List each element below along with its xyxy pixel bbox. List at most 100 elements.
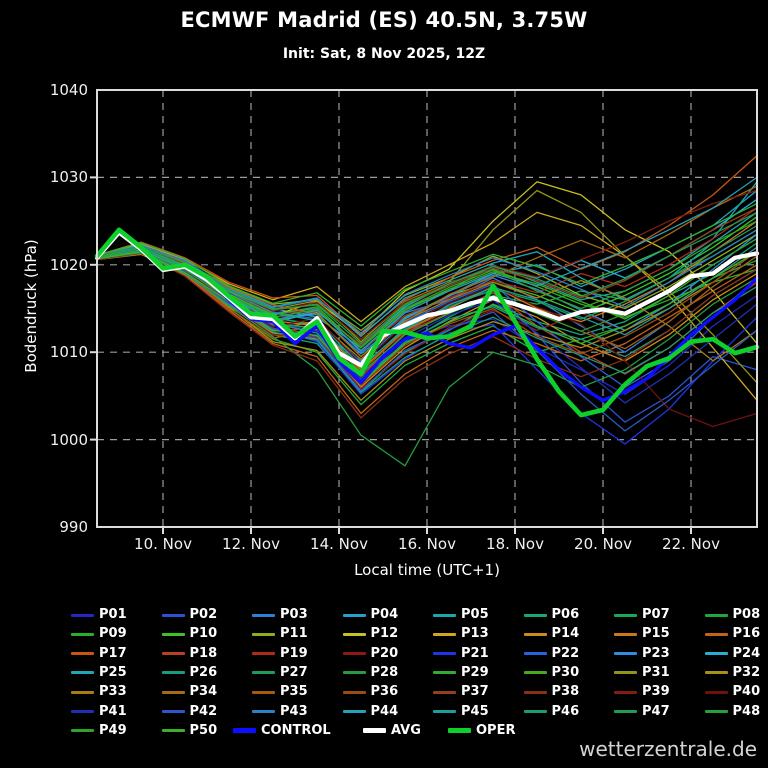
x-axis-label: Local time (UTC+1) [354, 561, 500, 579]
y-tick-label: 1020 [49, 255, 88, 274]
page-title: ECMWF Madrid (ES) 40.5N, 3.75W [180, 8, 588, 32]
legend-item: P36 [342, 684, 399, 700]
legend-swatch [433, 652, 456, 656]
legend-label: P37 [461, 684, 489, 700]
legend-item: P25 [71, 664, 127, 680]
legend-label: P36 [370, 684, 399, 700]
legend-item: P45 [433, 704, 489, 719]
series-P16 [96, 252, 758, 415]
legend-swatch [433, 710, 456, 713]
legend-label: P26 [189, 664, 218, 680]
init-subtitle: Init: Sat, 8 Nov 2025, 12Z [282, 46, 486, 62]
legend-swatch [614, 710, 637, 713]
legend-swatch [252, 632, 275, 636]
legend-swatch [252, 710, 275, 713]
legend-item: P34 [161, 685, 217, 699]
legend-item: P44 [342, 704, 398, 719]
legend-swatch [523, 690, 547, 694]
legend-swatch [71, 671, 94, 675]
legend-label: P04 [370, 607, 399, 622]
legend-swatch [614, 690, 637, 694]
legend-swatch [161, 729, 185, 733]
legend-label: P08 [732, 607, 761, 622]
legend-item: P23 [614, 646, 670, 661]
legend-swatch [252, 652, 275, 656]
legend-label: P06 [551, 607, 580, 622]
legend-item: P24 [704, 645, 761, 661]
legend-swatch [71, 632, 94, 636]
legend-label: P46 [551, 703, 580, 719]
y-tick-label: 990 [59, 518, 88, 536]
legend-label: P43 [280, 703, 308, 719]
legend-item: P49 [71, 722, 127, 738]
legend-item: P48 [704, 704, 760, 719]
legend-item: P29 [433, 665, 489, 680]
legend-swatch [342, 652, 366, 656]
legend-label: P03 [280, 607, 308, 622]
legend-item: AVG [363, 722, 421, 738]
legend-item: P37 [433, 685, 489, 699]
legend-swatch [161, 690, 185, 694]
legend-swatch [614, 671, 637, 675]
legend-swatch [342, 690, 366, 694]
legend-label: P28 [370, 664, 399, 680]
x-tick-label: 18. Nov [486, 535, 544, 553]
legend-item: P14 [523, 627, 579, 641]
legend-swatch [161, 710, 185, 713]
legend-swatch [71, 690, 94, 694]
legend-item: P17 [71, 646, 127, 661]
legend-item: P03 [252, 608, 308, 622]
legend-item: P47 [614, 704, 670, 719]
series-P46 [96, 251, 758, 394]
legend-swatch [252, 690, 275, 694]
legend-item: P15 [614, 627, 670, 641]
legend-swatch [523, 652, 547, 656]
y-tick-label: 1010 [49, 343, 88, 362]
legend-swatch [71, 613, 94, 617]
legend-swatch [523, 671, 547, 675]
legend-label: P40 [732, 684, 761, 700]
legend-item: P16 [704, 627, 760, 641]
legend-item: P01 [71, 608, 127, 622]
legend-label: P41 [99, 703, 127, 719]
legend-label: P21 [461, 645, 489, 661]
legend-swatch [523, 613, 547, 617]
legend-label: P39 [642, 684, 670, 700]
legend-label: P20 [370, 645, 399, 661]
legend-swatch [448, 728, 471, 734]
legend-label: P19 [280, 645, 308, 661]
legend-swatch [71, 729, 94, 733]
x-tick-label: 22. Nov [662, 535, 720, 553]
legend-swatch [161, 613, 185, 617]
legend-item: P33 [71, 685, 127, 699]
legend-swatch [342, 671, 366, 675]
legend-label: AVG [391, 722, 421, 738]
legend-swatch [161, 671, 185, 675]
series-P38 [96, 252, 758, 419]
legend-item: P11 [252, 627, 308, 641]
legend-label: P49 [99, 722, 127, 738]
legend-item: OPER [448, 723, 515, 738]
legend-item: P19 [252, 645, 308, 661]
legend-swatch [704, 671, 728, 675]
y-tick-label: 1000 [49, 430, 88, 449]
legend-label: P10 [189, 626, 218, 642]
legend-swatch [704, 613, 728, 617]
x-tick-label: 20. Nov [574, 535, 632, 553]
y-axis-label: Bodendruck (hPa) [22, 239, 40, 373]
legend-swatch [342, 632, 366, 636]
legend-item: P21 [433, 645, 489, 661]
legend-swatch [342, 613, 366, 617]
legend-label: P24 [732, 645, 761, 661]
legend-swatch [233, 728, 256, 734]
legend-swatch [614, 632, 637, 636]
legend-label: P09 [99, 626, 127, 642]
legend-item: P41 [71, 703, 127, 719]
legend-item: P09 [71, 627, 127, 641]
legend-label: P25 [99, 664, 127, 680]
legend-item: P46 [523, 703, 580, 719]
legend-swatch [433, 613, 456, 617]
legend-label: P12 [370, 626, 399, 642]
legend-item: P05 [433, 608, 489, 622]
legend-item: P02 [161, 608, 217, 622]
